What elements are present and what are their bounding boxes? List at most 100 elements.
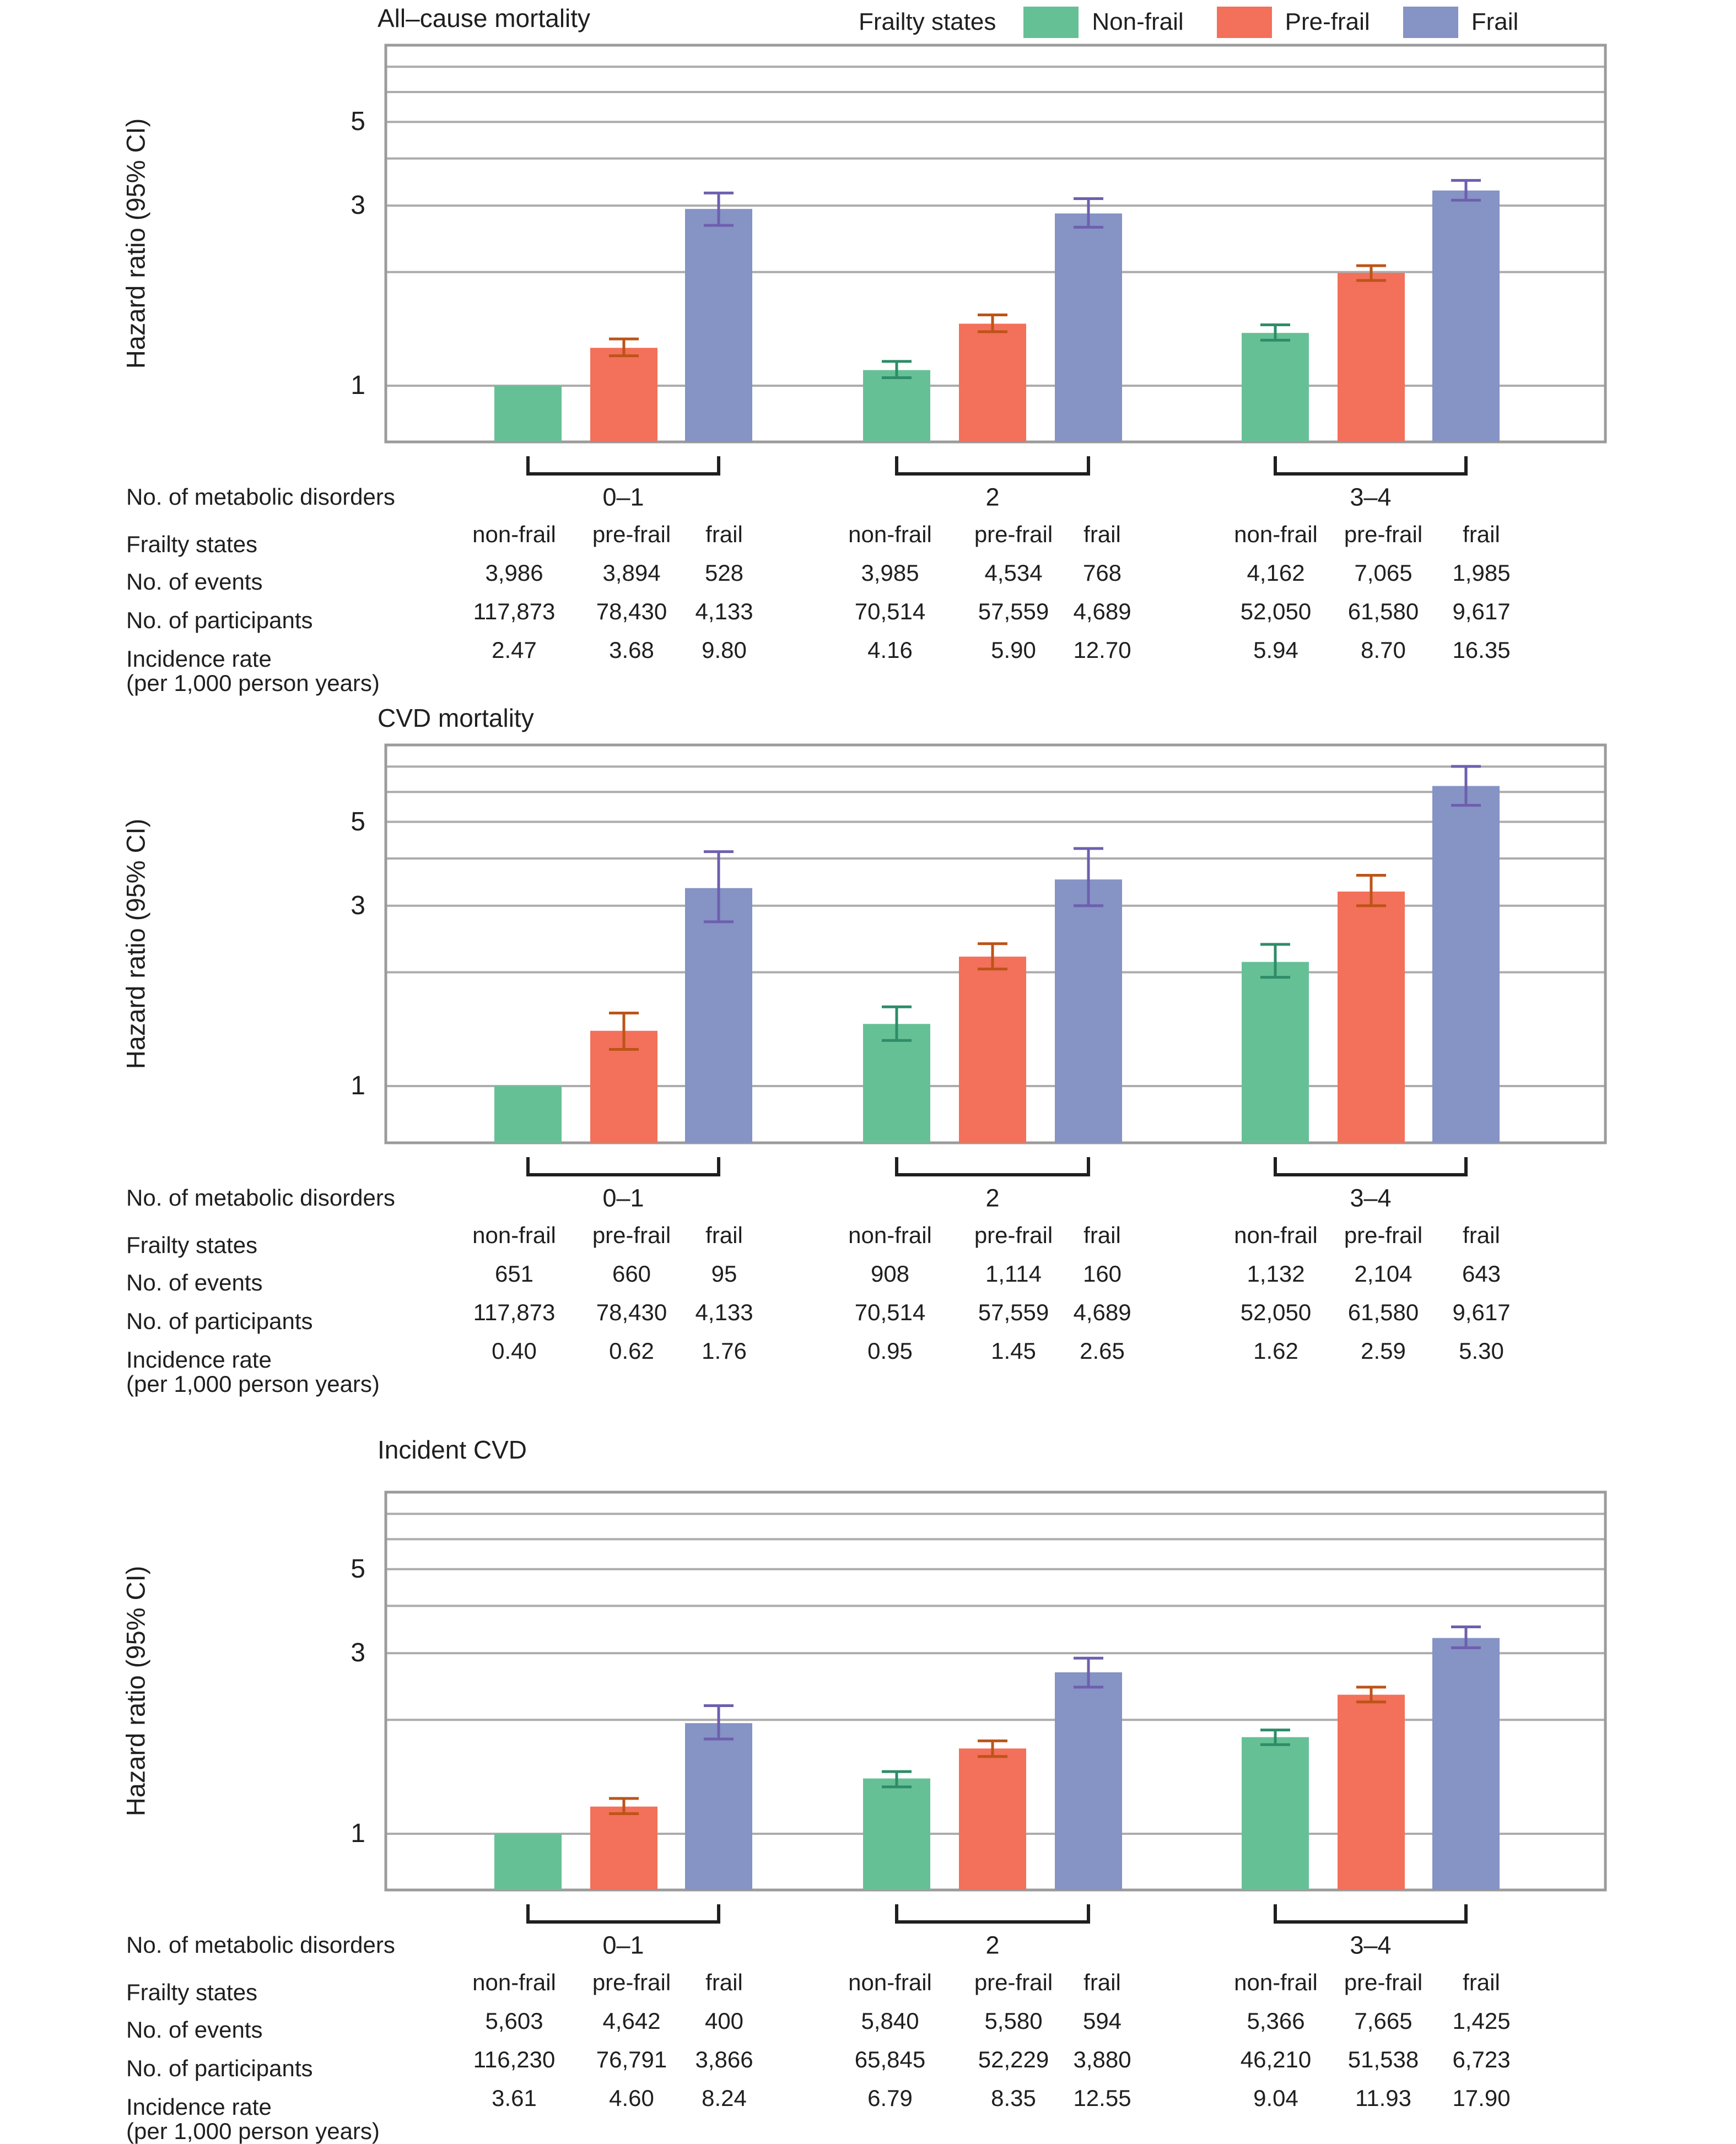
incidence-value: 12.70 [1073,637,1131,663]
events-value: 5,603 [485,2008,543,2034]
events-value: 3,986 [485,560,543,586]
group-bracket [1274,1904,1468,1924]
y-tick-label: 1 [351,1071,365,1100]
bar-frail-group3 [1432,190,1500,442]
frailty-state-header: frail [1083,521,1121,547]
y-axis-label: Hazard ratio (95% CI) [121,818,150,1070]
events-value: 5,840 [861,2008,919,2034]
events-value: 643 [1462,1261,1501,1287]
incidence-value: 12.55 [1073,2085,1131,2111]
participants-value: 116,230 [473,2046,556,2072]
legend-label-prefrail: Pre-frail [1285,8,1370,35]
bar-non-frail-group2 [863,1024,930,1143]
incidence-value: 6.79 [867,2085,913,2111]
participants-value: 117,873 [473,1299,556,1325]
frailty-state-header: pre-frail [1344,1222,1423,1248]
panel-title: Incident CVD [378,1435,527,1464]
legend-swatch-frail-icon [1403,6,1458,38]
frailty-state-header: frail [705,1969,743,1995]
bar-non-frail-group3 [1242,333,1309,442]
frailty-state-header: pre-frail [974,1222,1053,1248]
bar-non-frail-group3 [1242,1737,1309,1890]
frailty-state-header: pre-frail [974,521,1053,547]
bar-pre-frail-group2 [959,323,1026,442]
participants-value: 57,559 [978,598,1049,624]
bar-frail-group3 [1432,786,1500,1143]
events-value: 95 [711,1261,737,1287]
y-tick-label: 5 [351,107,365,137]
events-value: 2,104 [1354,1261,1412,1287]
bar-frail-group1 [685,1723,752,1890]
incidence-value: 3.68 [609,637,654,663]
table-row-label: Incidence rate [126,646,272,672]
events-value: 3,894 [602,560,661,586]
group-bracket [1274,456,1468,476]
incidence-value: 8.24 [702,2085,747,2111]
frailty-state-header: frail [1463,1222,1500,1248]
table-row-label: Frailty states [126,531,258,557]
incidence-value: 9.04 [1253,2085,1298,2111]
events-value: 528 [704,560,744,586]
table-row-label: (per 1,000 person years) [126,670,380,696]
participants-value: 46,210 [1240,2046,1312,2072]
table-row-label: No. of participants [126,1308,313,1334]
incidence-value: 5.94 [1253,637,1298,663]
incidence-value: 9.80 [702,637,747,663]
group-bracket [895,456,1090,476]
bar-frail-group3 [1432,1638,1500,1890]
bar-frail-group2 [1055,1672,1122,1890]
legend-swatch-prefrail-icon [1216,6,1272,38]
legend-title: Frailty states [859,8,996,35]
incidence-value: 8.35 [991,2085,1036,2111]
legend-label-frail: Frail [1471,8,1519,35]
bar-non-frail-group1 [494,1086,562,1143]
events-value: 660 [612,1261,651,1287]
frailty-state-header: pre-frail [974,1969,1053,1995]
frailty-state-header: non-frail [848,1222,932,1248]
frailty-state-header: frail [1463,521,1500,547]
participants-value: 61,580 [1347,1299,1419,1325]
bar-frail-group1 [685,209,752,442]
panel-title: CVD mortality [378,704,534,732]
group-label: 3–4 [1350,483,1392,511]
y-tick-label: 5 [351,1554,365,1584]
bar-pre-frail-group3 [1338,892,1405,1143]
events-value: 3,985 [861,560,919,586]
group-bracket [526,456,720,476]
participants-value: 9,617 [1452,598,1511,624]
frailty-state-header: pre-frail [592,521,671,547]
bar-non-frail-group1 [494,1834,562,1890]
y-tick-label: 3 [351,1638,365,1668]
frailty-state-header: pre-frail [1344,1969,1423,1995]
participants-value: 70,514 [854,598,926,624]
participants-value: 6,723 [1452,2046,1511,2072]
bar-pre-frail-group2 [959,1748,1026,1890]
participants-value: 65,845 [854,2046,926,2072]
events-value: 4,534 [984,560,1043,586]
group-bracket [526,1157,720,1176]
frailty-state-header: frail [705,1222,743,1248]
events-value: 5,580 [984,2008,1043,2034]
participants-value: 4,133 [695,598,753,624]
table-row-label: (per 1,000 person years) [126,1371,380,1397]
y-axis-label: Hazard ratio (95% CI) [121,118,150,369]
participants-value: 3,866 [695,2046,753,2072]
bar-pre-frail-group1 [590,1806,657,1890]
table-row-label: No. of events [126,1270,263,1295]
y-axis-label: Hazard ratio (95% CI) [121,1565,150,1817]
frailty-state-header: non-frail [472,1222,556,1248]
events-value: 651 [494,1261,534,1287]
events-value: 594 [1082,2008,1122,2034]
y-tick-label: 3 [351,890,365,920]
bar-pre-frail-group3 [1338,273,1405,442]
table-row-label: No. of metabolic disorders [126,484,395,510]
legend-label-nonfrail: Non-frail [1092,8,1184,35]
frailty-state-header: frail [1083,1969,1121,1995]
participants-value: 117,873 [473,598,556,624]
y-tick-label: 3 [351,191,365,220]
events-value: 7,065 [1354,560,1412,586]
group-label: 2 [985,1184,1000,1212]
table-row-label: No. of events [126,2017,263,2043]
frailty-state-header: non-frail [1234,521,1318,547]
frailty-state-header: frail [1083,1222,1121,1248]
